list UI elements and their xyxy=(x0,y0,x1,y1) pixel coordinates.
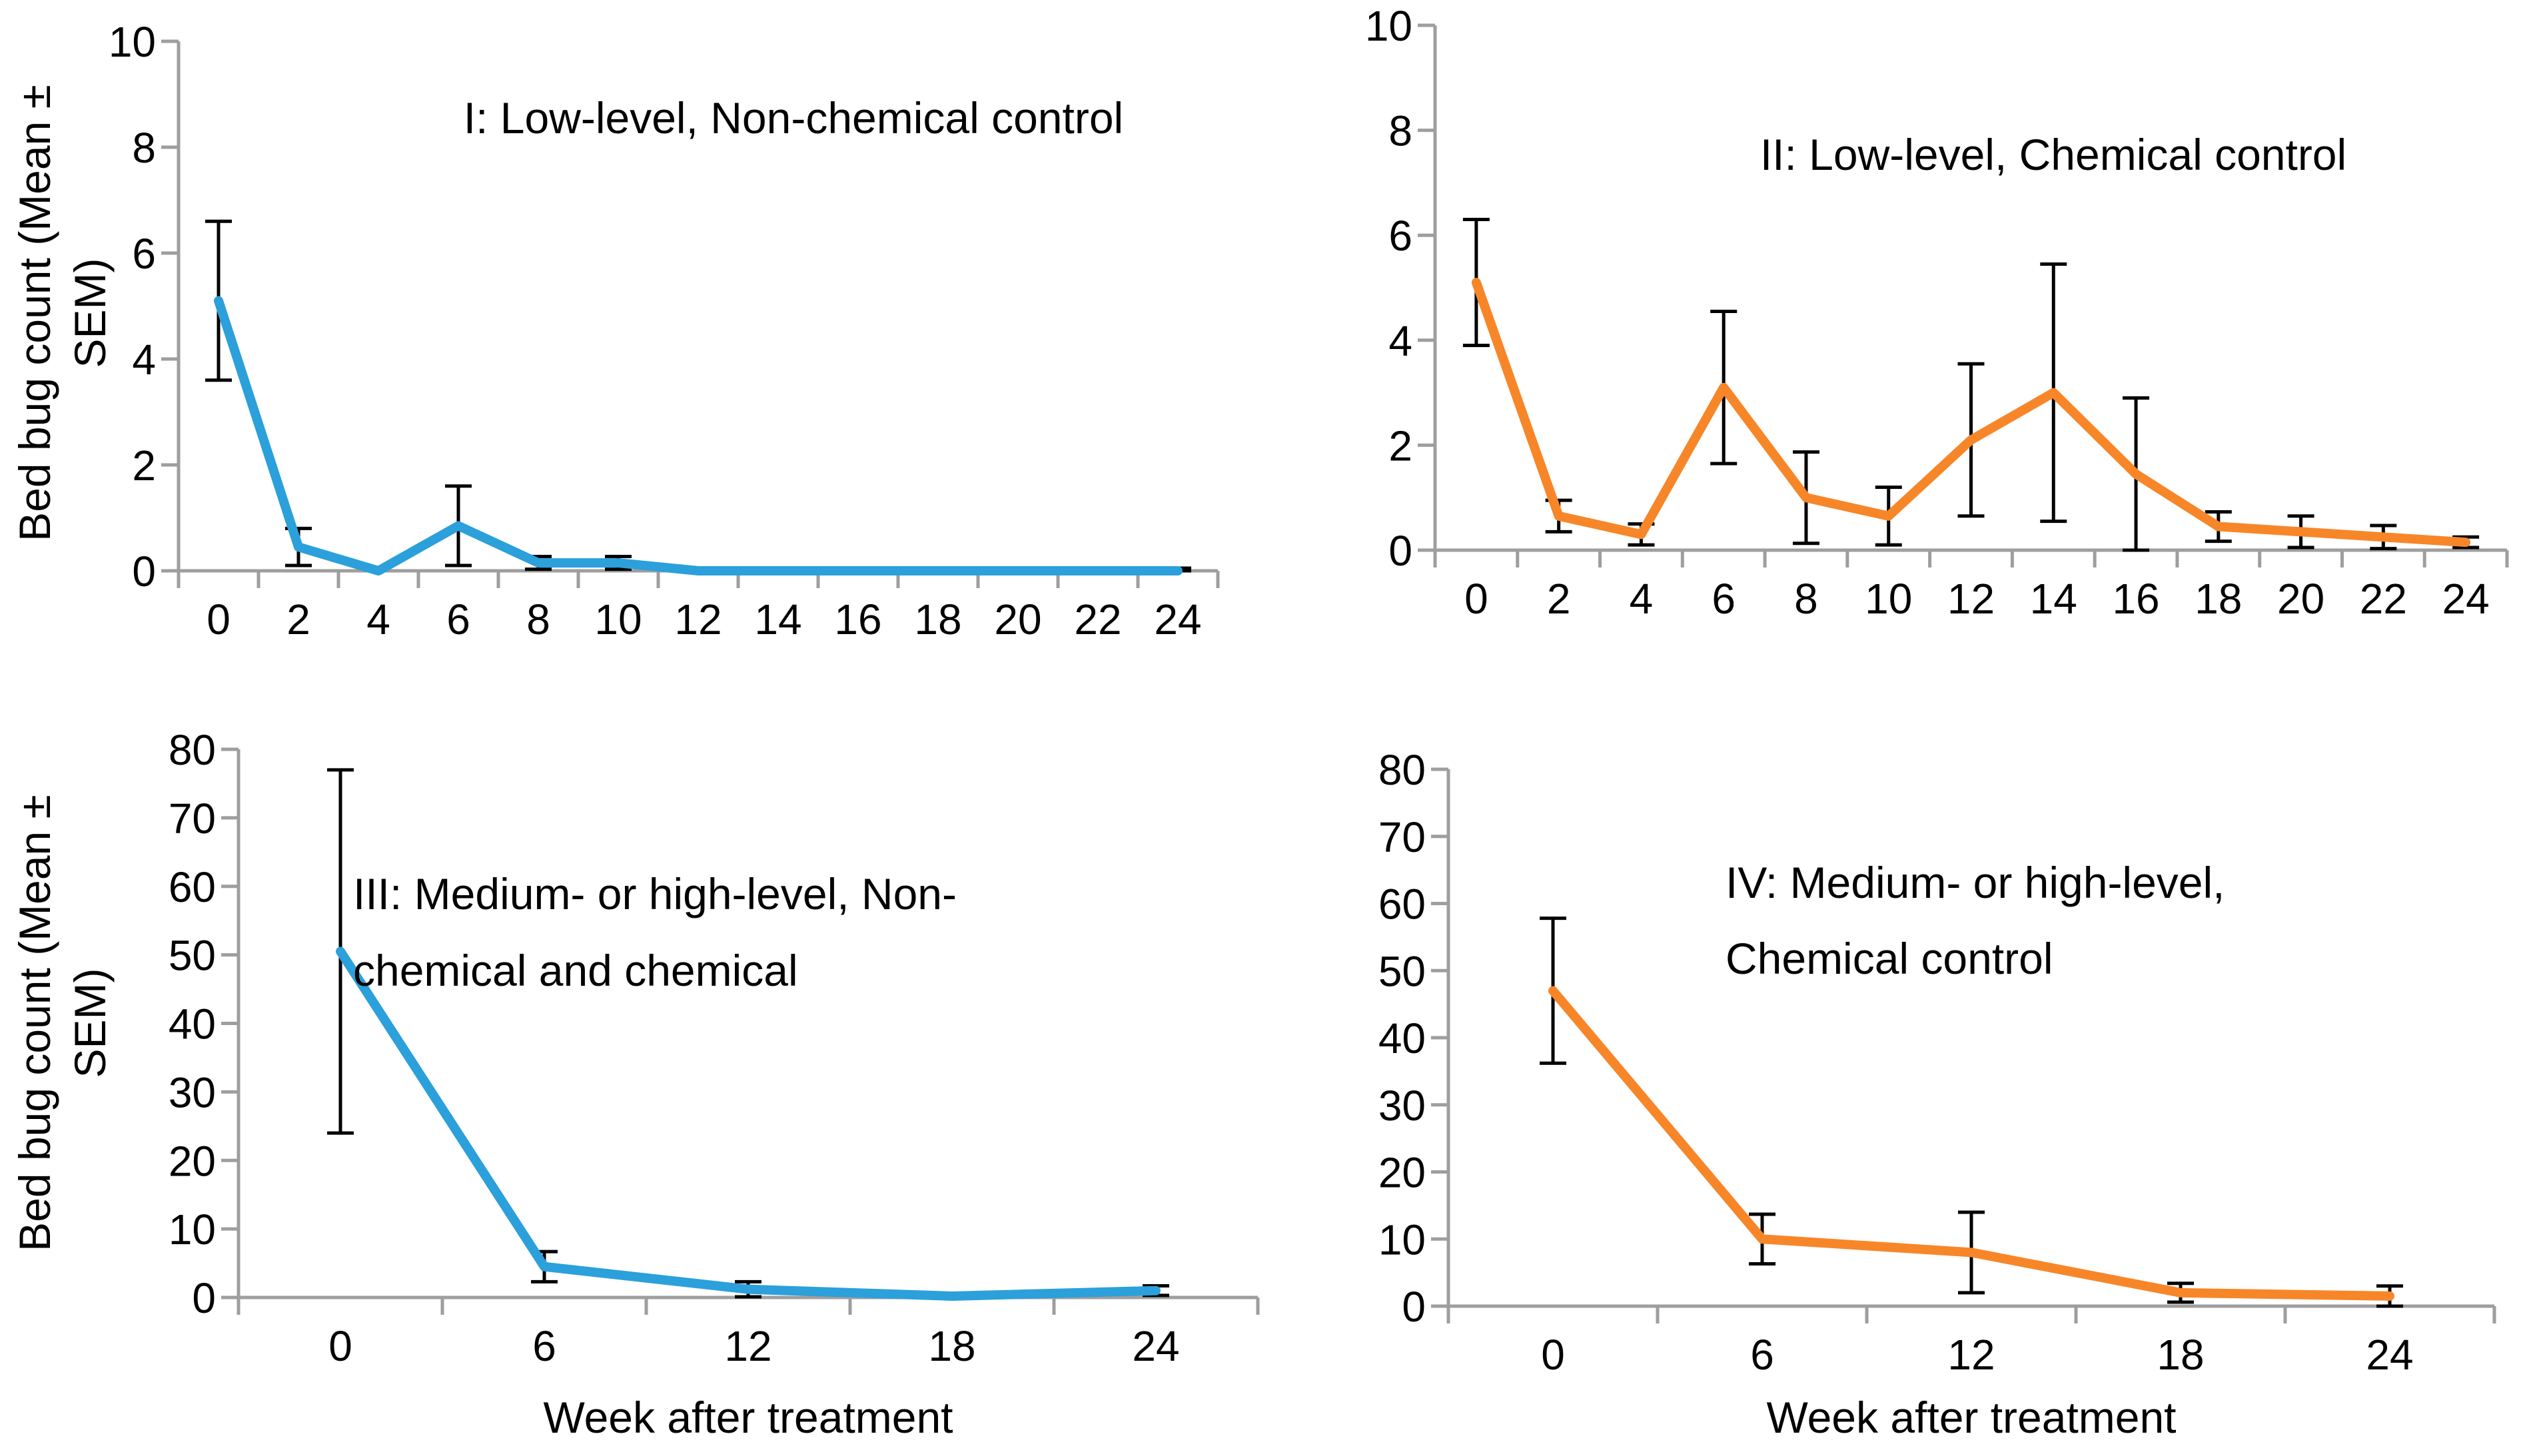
data-line xyxy=(1548,986,2394,1301)
data-line xyxy=(1471,278,2471,547)
x-tick-label: 2 xyxy=(286,595,310,643)
panel-title: III: Medium- or high-level, Non- xyxy=(353,869,957,918)
panel-title: IV: Medium- or high-level, xyxy=(1726,858,2225,907)
x-tick-label: 2 xyxy=(1547,575,1571,623)
y-tick-label: 10 xyxy=(109,18,156,66)
y-tick-label: 0 xyxy=(1402,1283,1426,1331)
panel-I: 0 2 4 6 8 10 0 2 4 6 8 10 12 14 16 18 20 22 24 I: Low-level… xyxy=(0,0,1262,728)
x-tick-label: 12 xyxy=(1947,575,1995,623)
x-tick-label: 18 xyxy=(2195,575,2242,623)
y-tick-label: 80 xyxy=(169,728,216,774)
x-tick-label: 0 xyxy=(207,595,231,643)
panel-title: chemical and chemical xyxy=(353,946,798,995)
panel-IV: 0 10 20 30 40 50 60 70 80 0 6 12 18 24 IV: Medium- or … xyxy=(1262,728,2523,1456)
y-tick-label: 2 xyxy=(1388,422,1412,470)
x-tick-label: 18 xyxy=(928,1322,975,1370)
y-tick-label: 10 xyxy=(1365,2,1412,50)
y-tick-label: 4 xyxy=(132,336,156,384)
y-tick-label: 0 xyxy=(192,1274,216,1322)
x-tick-label: 18 xyxy=(2157,1331,2204,1379)
x-tick-label: 4 xyxy=(1630,575,1654,623)
x-tick-label: 10 xyxy=(1865,575,1912,623)
panel-III: 0 10 20 30 40 50 60 70 80 0 6 12 18 24 III: Medium- or… xyxy=(0,728,1262,1456)
y-tick-label: 8 xyxy=(1388,107,1412,155)
y-tick-label: 40 xyxy=(1378,1014,1426,1062)
x-tick-label: 14 xyxy=(754,595,801,643)
y-tick-label: 0 xyxy=(1388,527,1412,575)
x-tick-label: 16 xyxy=(2112,575,2159,623)
x-tick-label: 24 xyxy=(2366,1331,2413,1379)
y-tick-label: 20 xyxy=(169,1137,216,1185)
panel-title: I: Low-level, Non-chemical control xyxy=(464,93,1123,143)
x-tick-label: 24 xyxy=(1154,595,1201,643)
x-tick-label: 16 xyxy=(834,595,881,643)
x-tick-label: 0 xyxy=(1464,575,1488,623)
y-tick-label: 70 xyxy=(1378,813,1426,861)
x-tick-label: 6 xyxy=(1712,575,1736,623)
x-axis-title: Week after treatment xyxy=(1766,1393,2176,1442)
panel-II: 0 2 4 6 8 10 0 2 4 6 8 10 12 14 16 18 20 22 24 II: Low-leve… xyxy=(1262,0,2523,728)
y-tick-label: 20 xyxy=(1378,1149,1426,1197)
y-tick-label: 10 xyxy=(169,1206,216,1254)
panel-III-chart: 0 10 20 30 40 50 60 70 80 0 6 12 18 24 III: Medium- or… xyxy=(10,728,1260,1442)
x-axis-title: Week after treatment xyxy=(543,1393,953,1442)
y-axis-title-line2: SEM) xyxy=(65,258,115,368)
y-tick-label: 30 xyxy=(169,1068,216,1116)
y-axis-title: Bed bug count (Mean ± xyxy=(10,85,59,542)
x-tick-label: 24 xyxy=(1132,1322,1179,1370)
y-tick-label: 6 xyxy=(1388,212,1412,260)
y-tick-label: 0 xyxy=(132,547,156,595)
y-tick-label: 10 xyxy=(1378,1216,1426,1264)
x-tick-label: 6 xyxy=(1750,1331,1774,1379)
x-tick-label: 6 xyxy=(446,595,470,643)
y-axis-title: Bed bug count (Mean ± xyxy=(10,795,59,1252)
y-tick-label: 50 xyxy=(169,932,216,980)
data-line xyxy=(214,296,1183,575)
x-tick-label: 6 xyxy=(532,1322,556,1370)
y-tick-label: 60 xyxy=(169,863,216,911)
y-tick-label: 70 xyxy=(169,795,216,843)
x-tick-label: 12 xyxy=(674,595,722,643)
panel-title: Chemical control xyxy=(1726,934,2053,983)
x-tick-label: 20 xyxy=(2277,575,2324,623)
x-tick-label: 12 xyxy=(724,1322,771,1370)
x-tick-label: 10 xyxy=(594,595,642,643)
x-tick-label: 22 xyxy=(1074,595,1121,643)
y-tick-label: 60 xyxy=(1378,881,1426,928)
x-tick-label: 12 xyxy=(1947,1331,1995,1379)
y-tick-label: 40 xyxy=(169,1000,216,1048)
panel-IV-chart: 0 10 20 30 40 50 60 70 80 0 6 12 18 24 IV: Medium- or … xyxy=(1378,746,2496,1442)
y-tick-label: 80 xyxy=(1378,746,1426,794)
y-axis-title-line2: SEM) xyxy=(65,968,115,1078)
x-tick-label: 0 xyxy=(328,1322,352,1370)
y-tick-label: 4 xyxy=(1388,317,1412,365)
panel-title: II: Low-level, Chemical control xyxy=(1760,130,2346,179)
x-tick-label: 20 xyxy=(994,595,1041,643)
y-tick-label: 50 xyxy=(1378,947,1426,995)
x-tick-label: 18 xyxy=(914,595,961,643)
y-tick-label: 30 xyxy=(1378,1082,1426,1130)
x-tick-label: 24 xyxy=(2442,575,2490,623)
y-tick-label: 8 xyxy=(132,124,156,172)
y-tick-label: 6 xyxy=(132,230,156,278)
x-tick-label: 8 xyxy=(1794,575,1818,623)
x-tick-label: 22 xyxy=(2360,575,2407,623)
x-tick-label: 8 xyxy=(526,595,550,643)
x-tick-label: 14 xyxy=(2030,575,2077,623)
x-tick-label: 0 xyxy=(1541,1331,1565,1379)
data-line xyxy=(336,946,1161,1301)
y-tick-label: 2 xyxy=(132,442,156,490)
x-tick-label: 4 xyxy=(366,595,390,643)
